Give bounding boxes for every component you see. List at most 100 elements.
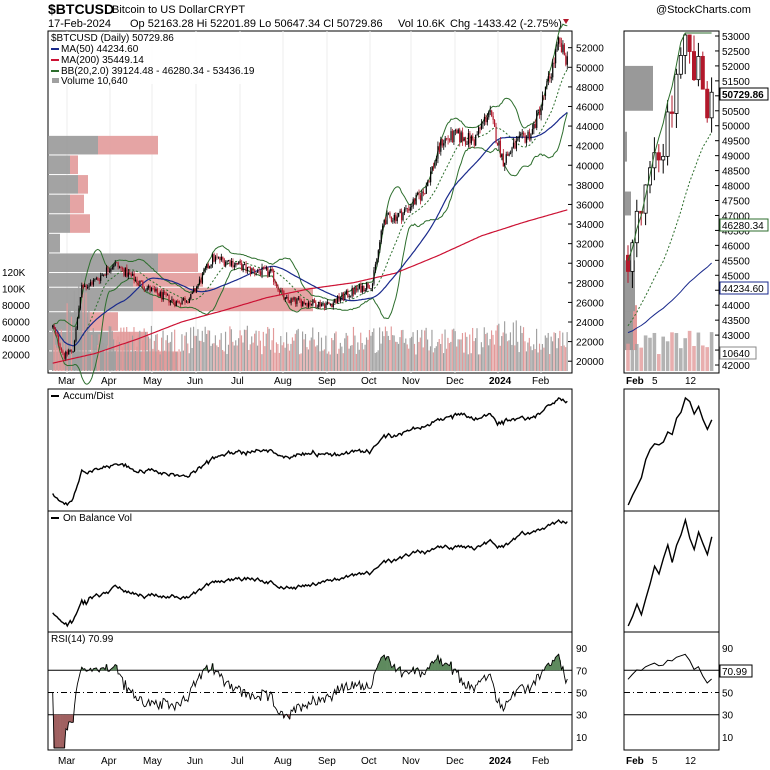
volume-bar <box>435 346 437 371</box>
zoom-volume-bar <box>635 343 639 371</box>
candle-body <box>203 269 205 274</box>
candle-body <box>328 302 330 305</box>
zoom-axis-label: 53000 <box>722 32 750 43</box>
volume-bar <box>162 330 164 371</box>
volume-bar <box>248 349 250 371</box>
zoom-volume-bar <box>626 343 630 371</box>
candle-body <box>305 303 307 305</box>
volume-bar <box>232 341 234 371</box>
volume-bar <box>389 340 391 371</box>
zoom-bb-upper <box>627 32 712 261</box>
volume-bar <box>134 350 137 371</box>
volume-bar <box>543 347 545 371</box>
candle-body <box>403 209 406 213</box>
price-axis-label: 32000 <box>576 240 604 251</box>
volume-bar <box>246 325 248 371</box>
price-axis-label: 44000 <box>576 122 604 133</box>
candle-body <box>549 76 551 79</box>
month-label: Apr <box>101 376 117 387</box>
volume-tag-text: 10640 <box>722 349 750 360</box>
volume-bar <box>56 347 58 371</box>
candle-body <box>98 279 100 281</box>
candle-body <box>116 262 118 264</box>
volume-bar <box>536 328 538 371</box>
candle-body <box>472 136 474 140</box>
zoom-rsi-axis-label: 10 <box>722 733 734 744</box>
volume-bar <box>431 329 433 371</box>
volume-bar <box>463 352 465 371</box>
volume-bar <box>222 349 224 371</box>
volume-bar <box>201 330 203 371</box>
zoom-accum-dist-line <box>627 396 713 506</box>
candle-body <box>316 307 318 309</box>
zoom-candle-body <box>674 73 679 114</box>
volume-tag <box>719 346 757 360</box>
candle-body <box>376 258 378 265</box>
volume-bar <box>328 351 330 371</box>
volume-bar <box>317 332 320 371</box>
volume-bar <box>235 340 237 371</box>
candle-body <box>213 254 215 262</box>
candle-body <box>252 268 254 270</box>
volume-by-price-up <box>48 233 60 253</box>
volume-bar <box>227 344 230 371</box>
candle-body <box>457 129 459 134</box>
candle-body <box>430 171 432 183</box>
volume-bar <box>418 341 420 371</box>
candle-body <box>124 267 127 276</box>
candle-body <box>358 284 361 289</box>
volume-bar <box>502 332 504 371</box>
zoom-panel <box>623 30 720 374</box>
volume-bar <box>82 281 84 371</box>
candle-body <box>485 116 487 123</box>
candle-body <box>453 130 455 143</box>
volume-bar <box>351 345 353 371</box>
candle-body <box>278 290 281 293</box>
candle-body <box>318 301 320 308</box>
candle-body <box>210 264 212 266</box>
candle-body <box>412 199 414 207</box>
volume-bar <box>124 343 126 371</box>
candle-body <box>402 212 404 221</box>
candle-body <box>353 287 355 295</box>
price-axis-label: 26000 <box>576 298 604 309</box>
candle-body <box>259 271 262 275</box>
volume-bar <box>361 343 363 371</box>
candle-body <box>85 285 87 288</box>
candle-body <box>435 158 438 162</box>
volume-bar <box>59 343 61 371</box>
candle-body <box>416 193 419 195</box>
candle-body <box>302 301 304 307</box>
volume-bar <box>169 341 171 371</box>
candle-body <box>329 303 331 305</box>
volume-bar <box>440 343 442 371</box>
candle-body <box>217 256 220 258</box>
volume-bar <box>492 334 494 371</box>
volume-bar <box>397 343 400 371</box>
volume-bar <box>547 332 549 371</box>
candle-body <box>225 261 227 266</box>
candle-body <box>462 132 464 142</box>
candle-body <box>194 288 196 292</box>
price-axis-label: 42000 <box>576 142 604 153</box>
volume-bar <box>159 354 161 371</box>
candle-body <box>432 166 435 168</box>
month-label-bottom: Apr <box>101 756 117 767</box>
zoom-volume-bar <box>665 341 670 371</box>
volume-bar <box>313 339 315 371</box>
candle-body <box>411 206 413 208</box>
candle-body <box>322 303 324 305</box>
candle-body <box>344 294 346 300</box>
candle-body <box>552 62 554 78</box>
volume-bar <box>400 330 403 371</box>
volume-bar <box>541 343 543 371</box>
volume-bar <box>200 340 202 371</box>
volume-bar <box>392 335 394 371</box>
volume-bar <box>347 335 349 371</box>
zoom-date-label: Feb <box>626 376 644 387</box>
volume-bar <box>94 348 96 371</box>
volume-bar <box>242 342 244 371</box>
candle-body <box>146 287 148 290</box>
price-axis-label: 34000 <box>576 220 604 231</box>
